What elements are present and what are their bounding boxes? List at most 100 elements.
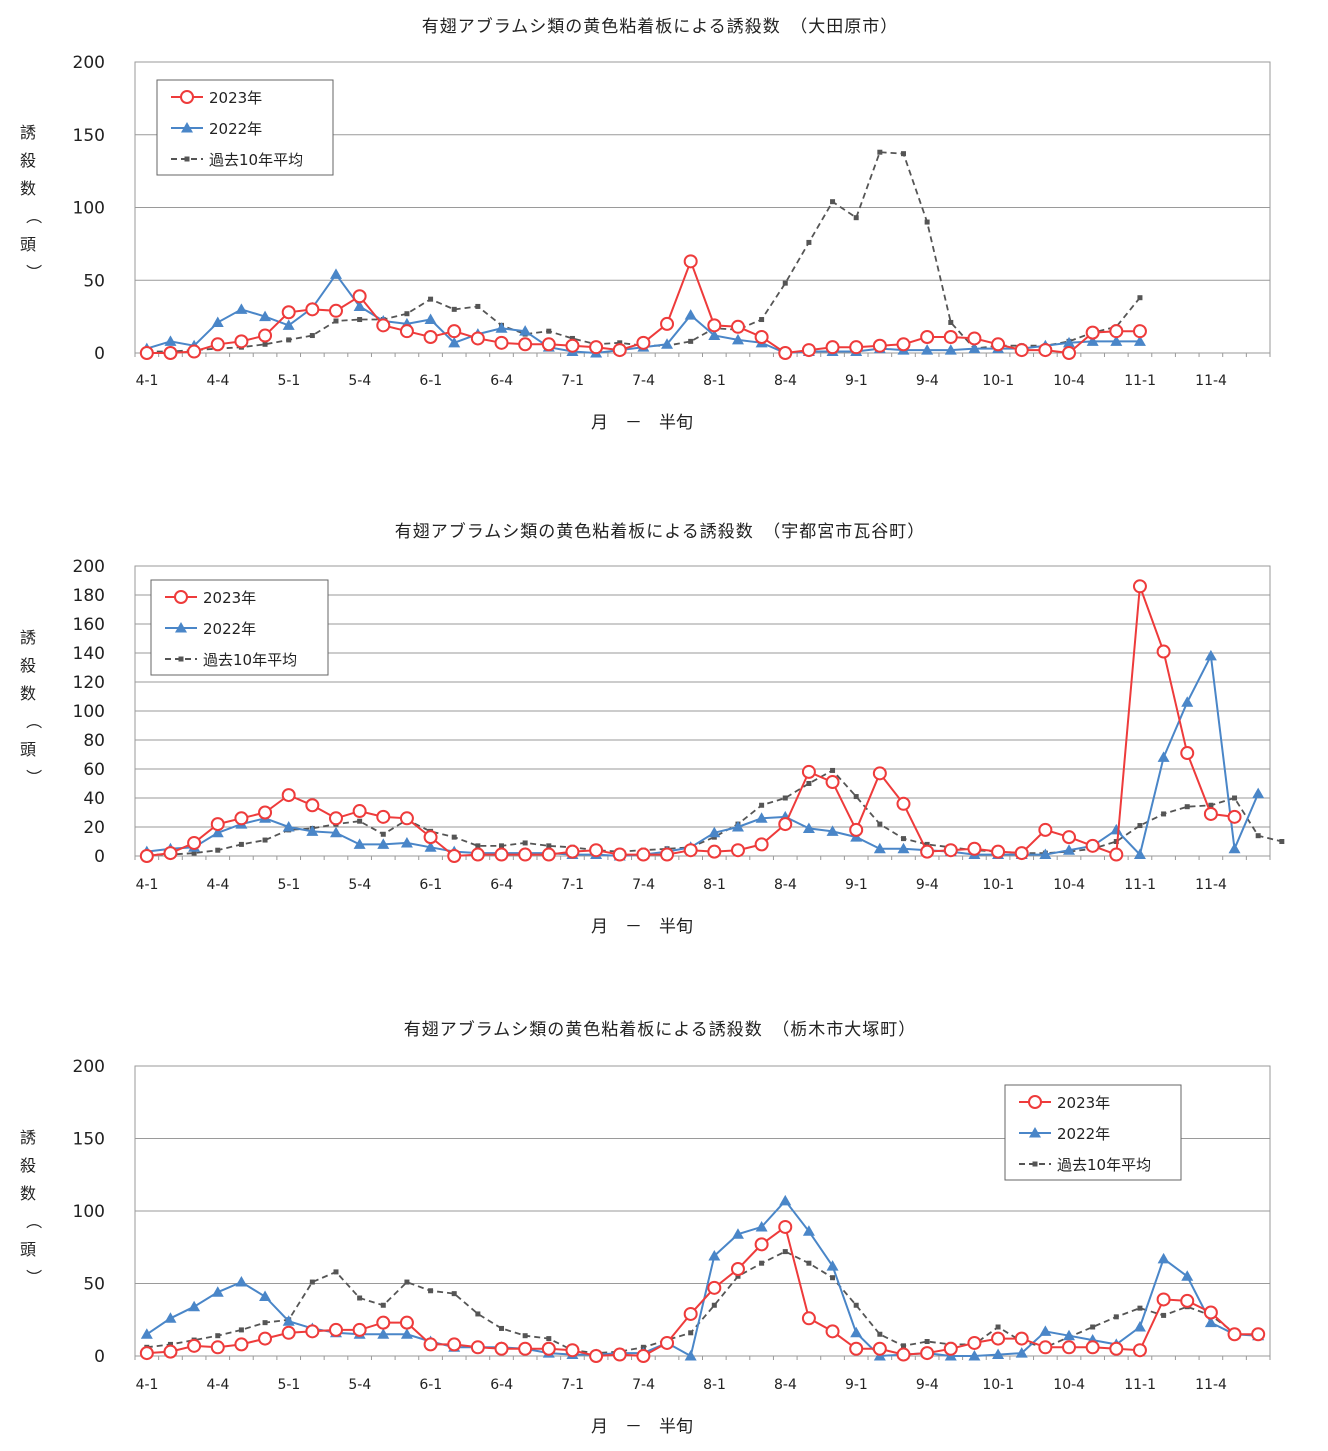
point-y2023 [660,316,675,331]
x-tick-label: 10-4 [1053,877,1085,893]
point-y2023 [1062,346,1077,360]
point-y2023 [943,329,958,344]
point-y2023 [234,1337,249,1352]
point-y2023 [1132,579,1147,594]
point-y2023 [210,337,225,352]
x-axis-label: 月 － 半旬 [591,917,693,937]
y-axis-label-char: 誘 [20,1128,36,1147]
point-avg [1137,295,1143,301]
point-y2023 [1062,830,1077,845]
point-avg [830,1275,836,1281]
y-axis-label-char: 数 [20,1184,36,1203]
x-axis-label: 月 － 半旬 [591,413,693,433]
x-tick-label: 8-1 [703,877,726,893]
x-tick-label: 10-1 [982,1377,1014,1393]
point-y2023 [896,1347,911,1362]
legend-label-y2023: 2023年 [209,89,262,107]
x-tick-label: 10-1 [982,373,1014,389]
x-tick-label: 7-4 [632,877,655,893]
point-y2022 [731,821,744,832]
x-tick-label: 8-4 [774,1377,797,1393]
point-y2022 [1204,649,1217,661]
legend-marker-y2022 [175,622,187,633]
point-y2022 [826,825,839,836]
point-y2023 [778,346,793,360]
point-y2022 [1110,335,1123,346]
point-y2023 [352,289,367,304]
legend-marker-avg [1032,1161,1038,1167]
point-y2023 [896,337,911,352]
point-y2022 [992,1348,1005,1360]
point-avg [1113,1314,1119,1320]
point-y2023 [1014,846,1029,861]
y-axis-label-char: 殺 [20,151,36,170]
y-axis-label-char: （ [24,1213,43,1229]
point-y2023 [258,1331,273,1346]
point-y2023 [281,1325,296,1340]
point-avg [853,215,859,221]
point-y2023 [423,1337,438,1352]
y-tick-label: 100 [73,702,105,722]
point-avg [1184,804,1190,810]
y-tick-label: 0 [94,847,105,867]
point-y2023 [1038,343,1053,358]
point-avg [428,296,434,302]
point-y2022 [968,1350,981,1361]
point-avg [167,1341,173,1347]
x-tick-label: 6-1 [419,1377,442,1393]
point-avg [428,1288,434,1294]
x-tick-label: 6-1 [419,877,442,893]
point-y2023 [518,337,533,352]
legend-marker-y2022 [181,122,193,133]
point-avg [1161,1312,1167,1318]
y-tick-label: 150 [73,1130,105,1150]
point-avg [451,834,457,840]
point-y2023 [778,817,793,832]
point-avg [877,821,883,827]
y-tick-label: 50 [83,271,105,291]
point-y2023 [589,843,604,858]
point-y2023 [518,1341,533,1356]
legend-label-avg: 過去10年平均 [203,651,297,669]
point-y2023 [943,1341,958,1356]
x-tick-label: 6-4 [490,373,513,389]
y-tick-label: 200 [73,1057,105,1077]
point-y2023 [920,844,935,859]
point-y2023 [754,1237,769,1252]
point-avg [380,1302,386,1308]
point-y2022 [188,1300,201,1312]
x-tick-label: 8-1 [703,1377,726,1393]
point-y2023 [210,1340,225,1355]
x-tick-label: 5-4 [348,1377,371,1393]
point-y2022 [921,344,934,355]
point-avg [782,1249,788,1255]
y-tick-label: 200 [73,557,105,577]
point-y2022 [1157,751,1170,762]
point-y2023 [754,329,769,344]
chart-svg: 有翅アブラムシ類の黄色粘着板による誘殺数 （宇都宮市瓦谷町） 0 20 40 60 80 1… [20,521,1285,937]
point-y2023 [920,329,935,344]
x-tick-label: 8-4 [774,877,797,893]
x-tick-label: 7-1 [561,373,584,389]
point-y2023 [210,817,225,832]
point-y2023 [258,805,273,820]
y-tick-label: 140 [73,644,105,664]
point-avg [262,1320,268,1326]
y-tick-label: 50 [83,1275,105,1295]
point-y2022 [259,1290,272,1302]
point-y2023 [801,764,816,779]
point-y2023 [636,1349,651,1363]
point-y2023 [163,1344,178,1359]
point-y2023 [1109,847,1124,862]
point-avg [617,340,623,346]
x-tick-label: 4-4 [207,1377,230,1393]
point-y2023 [423,329,438,344]
point-y2023 [447,849,462,863]
point-avg [1232,795,1238,801]
point-y2023 [352,804,367,819]
point-y2022 [377,838,390,849]
point-y2023 [660,1335,675,1350]
point-avg [1137,823,1143,829]
point-avg [806,239,812,245]
point-y2022 [684,1350,697,1361]
